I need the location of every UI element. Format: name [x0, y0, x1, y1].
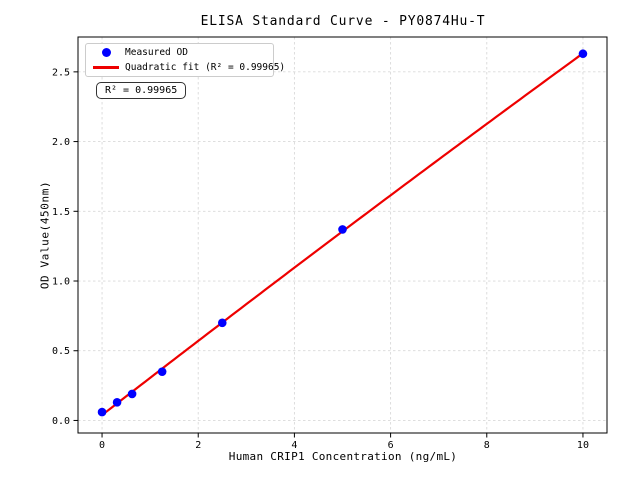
y-tick-label: 1.0 — [52, 277, 70, 288]
x-tick-label: 8 — [484, 440, 490, 451]
legend: Measured OD Quadratic fit (R² = 0.99965) — [85, 43, 285, 77]
plot-frame — [77, 36, 608, 434]
legend-label-measured-od: Measured OD — [125, 47, 188, 59]
quadratic-fit-line — [101, 52, 584, 416]
r-squared-annotation: R² = 0.99965 — [96, 82, 187, 99]
chart-title: ELISA Standard Curve - PY0874Hu-T — [200, 14, 486, 29]
data-point — [578, 49, 588, 59]
x-tick-label: 0 — [99, 440, 105, 451]
legend-item-quadratic-fit: Quadratic fit (R² = 0.99965) — [90, 60, 285, 74]
data-point — [157, 367, 167, 376]
x-tick-label: 6 — [388, 440, 394, 451]
legend-line-marker-icon — [93, 66, 119, 69]
legend-circle-marker-icon — [101, 48, 111, 58]
x-axis-label: Human CRIP1 Concentration (ng/mL) — [228, 450, 458, 463]
legend-label-quadratic-fit: Quadratic fit (R² = 0.99965) — [125, 61, 286, 73]
data-point — [127, 389, 137, 399]
y-tick-label: 2.0 — [52, 137, 70, 148]
y-tick-label: 1.5 — [52, 207, 70, 218]
x-tick-label: 10 — [577, 440, 589, 451]
data-point — [217, 318, 227, 328]
data-point — [112, 398, 122, 407]
data-point — [338, 225, 347, 234]
y-tick-label: 0.5 — [52, 346, 70, 357]
y-tick-label: 2.5 — [52, 67, 70, 78]
legend-marker-cell — [90, 66, 122, 69]
y-tick-label: 0.0 — [52, 416, 70, 427]
legend-marker-cell — [90, 48, 122, 58]
legend-item-measured-od: Measured OD — [90, 46, 269, 60]
data-point — [97, 407, 107, 417]
x-tick-label: 4 — [291, 440, 297, 451]
x-tick-label: 2 — [195, 440, 201, 451]
y-axis-label: OD Value(450nm) — [38, 180, 52, 290]
